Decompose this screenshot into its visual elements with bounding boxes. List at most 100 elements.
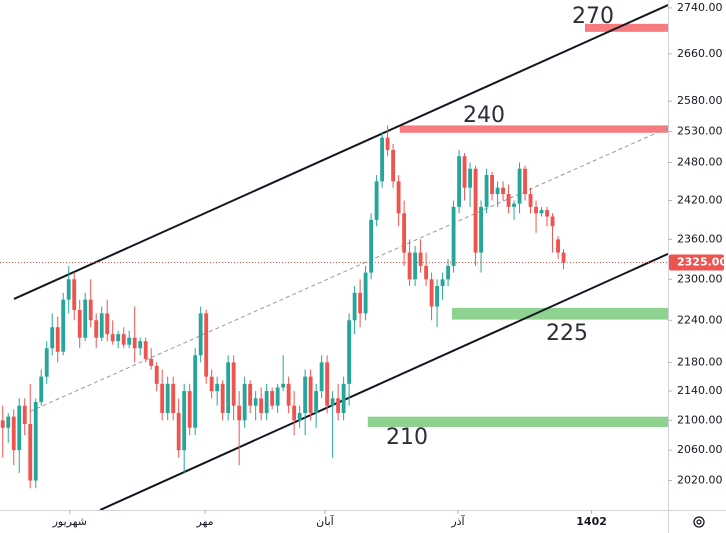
candle-body xyxy=(44,348,49,377)
x-tick-label: مهر xyxy=(196,515,214,528)
x-tick-label: شهریور xyxy=(52,515,87,528)
zone-label: 210 xyxy=(386,425,428,450)
candle-body xyxy=(528,194,533,207)
candle-body xyxy=(550,216,555,227)
candle-body xyxy=(231,362,236,406)
candle-body xyxy=(374,181,379,220)
candle-body xyxy=(523,168,527,195)
candle-body xyxy=(517,168,522,204)
candle-body xyxy=(479,206,483,253)
candle-body xyxy=(143,341,148,359)
candle-body xyxy=(77,309,82,338)
candle-body xyxy=(132,337,137,349)
y-tick-label: 2300.00 xyxy=(677,272,723,285)
y-tick-label: 2020.00 xyxy=(677,474,723,487)
candle-body xyxy=(138,341,143,349)
candle-body xyxy=(198,313,203,356)
trend-line xyxy=(99,252,669,511)
gear-center xyxy=(696,519,702,525)
zone xyxy=(451,307,668,320)
candle-body xyxy=(99,313,104,338)
zone xyxy=(584,23,668,32)
candle-body xyxy=(72,279,77,310)
candle-body xyxy=(61,299,66,352)
y-tick-label: 2140.00 xyxy=(677,384,723,397)
candle-body xyxy=(473,168,478,253)
zone-label: 270 xyxy=(572,4,614,29)
candle-body xyxy=(534,206,538,214)
candle-body xyxy=(220,383,225,413)
candle-body xyxy=(418,252,423,266)
candle-body xyxy=(435,286,440,307)
y-tick-label: 2100.00 xyxy=(677,413,723,426)
candle-body xyxy=(116,334,121,342)
trend-line xyxy=(29,127,669,412)
candle-body xyxy=(6,416,11,428)
candle-body xyxy=(506,194,511,207)
candle-body xyxy=(226,362,231,413)
candle-body xyxy=(358,292,363,314)
plot-area xyxy=(0,4,669,511)
candle-body xyxy=(286,383,291,406)
candle-body xyxy=(17,405,22,451)
zone-label: 240 xyxy=(463,103,505,128)
settings-icon[interactable] xyxy=(693,516,705,528)
candle-body xyxy=(292,405,297,421)
candle-body xyxy=(204,313,209,377)
candle-body xyxy=(407,252,412,280)
candle-body xyxy=(413,252,418,280)
last-price-label: 2325.00 xyxy=(677,256,726,269)
y-tick-label: 2060.00 xyxy=(677,443,723,456)
candle-body xyxy=(490,175,494,195)
candle-body xyxy=(88,299,93,321)
candle-body xyxy=(457,156,462,207)
candle-body xyxy=(352,292,357,321)
candle-body xyxy=(33,401,38,481)
x-tick-label: 1402 xyxy=(576,515,607,528)
y-tick-label: 2240.00 xyxy=(677,313,723,326)
candle-body xyxy=(501,187,505,195)
candle-body xyxy=(396,181,401,214)
candle-body xyxy=(176,412,181,451)
candle-body xyxy=(512,203,516,207)
candle-body xyxy=(391,150,396,182)
candle-body xyxy=(380,137,385,182)
candle-body xyxy=(242,383,247,421)
candle-body xyxy=(275,387,280,406)
candle-body xyxy=(495,187,500,195)
candle-body xyxy=(314,391,319,413)
last-price-tag xyxy=(669,254,724,271)
candle-body xyxy=(50,327,55,349)
y-tick-label: 2530.00 xyxy=(677,125,723,138)
candle-body xyxy=(0,420,5,428)
candle-body xyxy=(209,376,214,392)
candle-body xyxy=(325,362,330,406)
candle-body xyxy=(110,334,115,342)
candle-body xyxy=(259,398,264,413)
candle-body xyxy=(215,383,220,392)
candle-body xyxy=(363,272,368,314)
candle-body xyxy=(253,398,258,406)
candle-body xyxy=(121,334,126,345)
candle-body xyxy=(556,239,560,253)
candle-body xyxy=(336,398,341,413)
candle-body xyxy=(22,405,27,425)
candle-body xyxy=(182,391,187,451)
candle-body xyxy=(237,405,242,421)
candle-body xyxy=(39,376,44,402)
candle-body xyxy=(193,355,198,428)
y-tick-label: 2420.00 xyxy=(677,193,723,206)
candle-body xyxy=(319,362,324,392)
candle-body xyxy=(424,265,429,280)
y-tick-label: 2660.00 xyxy=(677,47,723,60)
candle-body xyxy=(149,358,154,366)
zone xyxy=(399,125,668,133)
candle-body xyxy=(281,383,286,388)
y-tick-label: 2480.00 xyxy=(677,155,723,168)
candle-body xyxy=(303,376,308,413)
zone xyxy=(367,416,668,427)
y-tick-label: 2180.00 xyxy=(677,355,723,368)
gear xyxy=(693,516,705,528)
candle-body xyxy=(545,210,549,217)
